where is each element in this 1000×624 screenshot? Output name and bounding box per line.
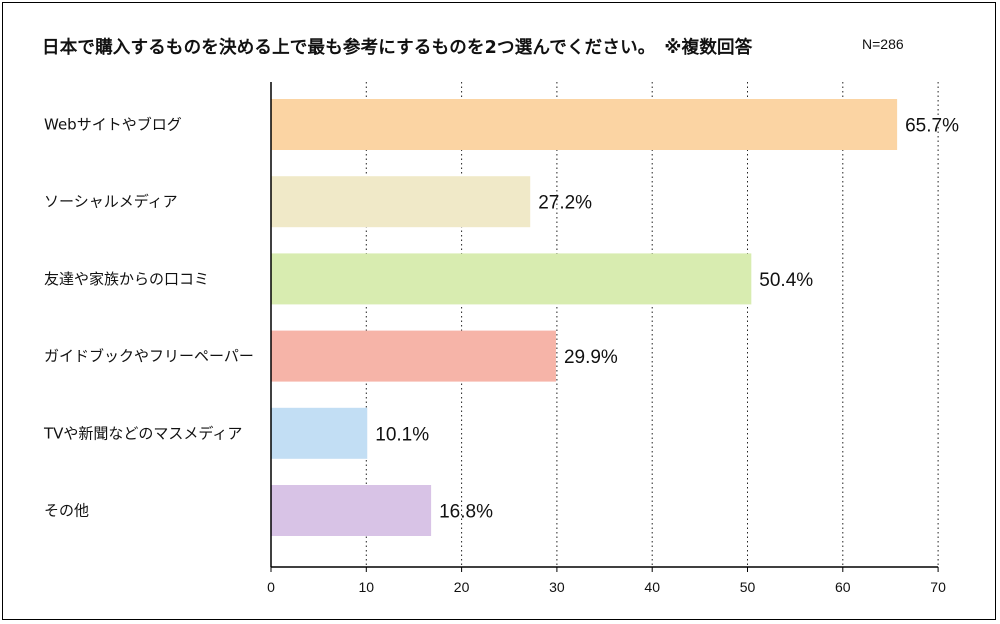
value-label-5: 10.1%	[375, 424, 429, 445]
bar-2	[271, 176, 531, 228]
category-label-1: Webサイトやブログ	[44, 116, 182, 134]
x-tick-label-30: 30	[549, 579, 565, 595]
x-tick-label-20: 20	[454, 579, 470, 595]
category-label-3: 友達や家族からの口コミ	[44, 270, 209, 288]
value-label-3: 50.4%	[759, 270, 813, 291]
category-label-4: ガイドブックやフリーペーパー	[44, 347, 254, 365]
chart-title: 日本で購入するものを決める上で最も参考にするものを2つ選んでください。 ※複数回…	[42, 38, 753, 58]
category-label-2: ソーシャルメディア	[44, 193, 178, 211]
value-label-1: 65.7%	[905, 116, 959, 137]
value-label-6: 16.8%	[439, 502, 493, 523]
x-tick-label-0: 0	[267, 579, 275, 595]
sample-size-note: N=286	[862, 36, 904, 52]
category-label-6: その他	[44, 502, 89, 520]
value-label-2: 27.2%	[538, 193, 592, 214]
x-tick-label-60: 60	[835, 579, 851, 595]
x-tick-label-40: 40	[644, 579, 660, 595]
labels: Webサイトやブログ 65.7% ソーシャルメディア 27.2% 友達や家族からの口コミ…	[43, 116, 959, 523]
bar-5	[271, 407, 368, 459]
value-label-4: 29.9%	[564, 347, 618, 368]
bars	[271, 99, 898, 536]
bar-1	[271, 99, 898, 150]
x-tick-label-50: 50	[740, 579, 756, 595]
category-label-5: TVや新聞などのマスメディア	[43, 424, 242, 442]
x-tick-label-10: 10	[359, 579, 375, 595]
axes: 0 10 20 30 40 50 60 70	[267, 82, 946, 595]
bar-6	[271, 485, 432, 536]
bar-4	[271, 330, 556, 382]
x-tick-label-70: 70	[930, 579, 946, 595]
grid-lines	[365, 82, 939, 567]
bar-3	[271, 253, 752, 305]
